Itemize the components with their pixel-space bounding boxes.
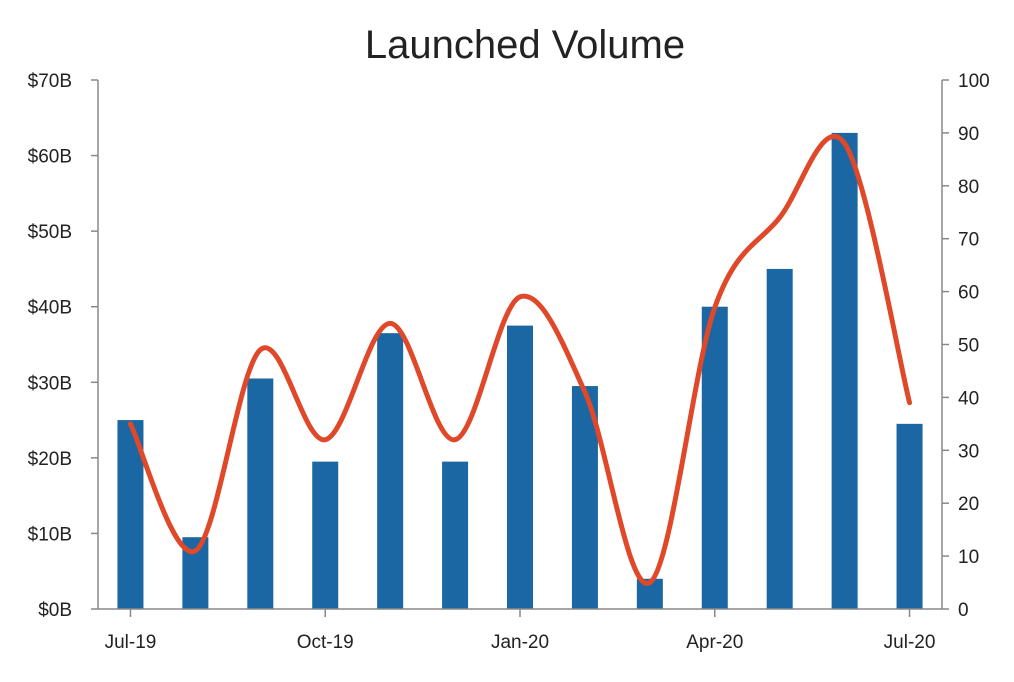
x-tick-label: Apr-20: [686, 632, 743, 653]
bar-May-20: [766, 268, 793, 609]
bar-Jul-20: [896, 423, 923, 609]
bar-Dec-19: [442, 461, 469, 609]
left-tick-label: $10B: [28, 524, 72, 545]
bar-Jun-20: [831, 132, 858, 609]
x-axis-ticks: Jul-19 Oct-19 Jan-20 Apr-20 Jul-20: [105, 609, 936, 653]
x-tick-label: Oct-19: [297, 632, 354, 653]
right-tick-label: 90: [958, 124, 979, 145]
left-tick-label: $40B: [28, 298, 72, 319]
line-path: [127, 133, 913, 586]
left-tick-label: $60B: [28, 147, 72, 168]
x-tick-label: Jul-19: [105, 632, 157, 653]
bar-series: [117, 132, 923, 609]
right-tick-label: 50: [958, 336, 979, 357]
bar-Sep-19: [247, 378, 274, 609]
bar-Oct-19: [312, 461, 339, 609]
right-tick-label: 40: [958, 388, 979, 409]
left-tick-label: $20B: [28, 449, 72, 470]
right-axis-ticks: 0 10 20 30 40 50 60 70 80 90 100: [942, 71, 990, 621]
left-tick-label: $50B: [28, 222, 72, 243]
left-tick-label: $30B: [28, 373, 72, 394]
x-tick-label: Jan-20: [491, 632, 549, 653]
right-tick-label: 80: [958, 177, 979, 198]
left-axis-ticks: $0B $10B $20B $30B $40B $50B $60B $70B: [28, 71, 98, 621]
bar-Jan-20: [507, 325, 533, 609]
right-tick-label: 70: [958, 230, 979, 251]
right-tick-label: 20: [958, 494, 979, 515]
chart-title: Launched Volume: [365, 23, 685, 67]
right-tick-label: 60: [958, 283, 979, 304]
bar-Apr-20: [701, 306, 728, 609]
right-tick-label: 10: [958, 547, 979, 568]
right-tick-label: 30: [958, 441, 979, 462]
right-tick-label: 100: [958, 71, 990, 92]
x-tick-label: Jul-20: [884, 632, 936, 653]
right-tick-label: 0: [958, 600, 969, 621]
left-tick-label: $70B: [28, 71, 72, 92]
left-tick-label: $0B: [38, 600, 72, 621]
bar-Nov-19: [377, 333, 404, 609]
line-series: [127, 133, 913, 586]
